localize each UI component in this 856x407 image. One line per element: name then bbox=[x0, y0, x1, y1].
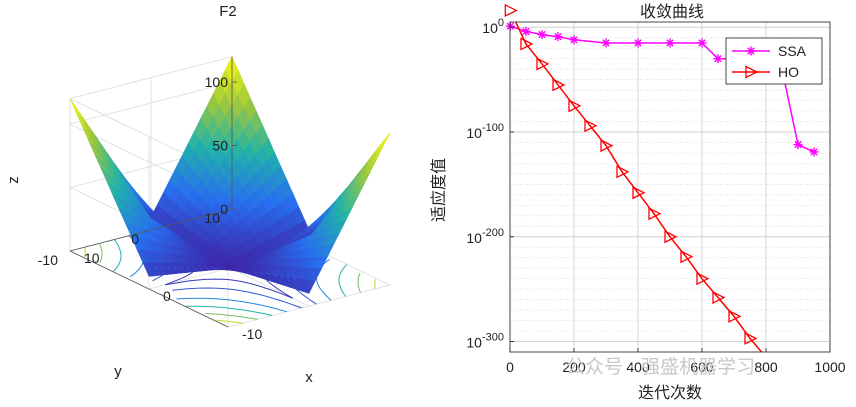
surface-plot-panel: F2 0 50 100 -10 0 10 -10 0 10 z y x bbox=[0, 0, 420, 402]
ho-point bbox=[536, 57, 550, 71]
ho-point bbox=[520, 37, 534, 51]
ho-point bbox=[680, 250, 694, 264]
ho-point bbox=[552, 78, 566, 92]
x-tick-label: 0 bbox=[163, 288, 171, 304]
convergence-grid bbox=[509, 22, 831, 352]
convergence-title: 收敛曲线 bbox=[640, 3, 704, 21]
ho-point bbox=[712, 290, 726, 305]
x-tick-label: 200 bbox=[562, 359, 586, 375]
x-tick-label: 600 bbox=[690, 359, 714, 375]
x-tick-label: 0 bbox=[506, 359, 514, 375]
ssa-point bbox=[793, 140, 803, 150]
ssa-point bbox=[746, 46, 756, 56]
z-tick-label: 50 bbox=[212, 138, 228, 154]
ho-point bbox=[648, 207, 662, 221]
ho-point bbox=[728, 309, 742, 323]
ssa-point bbox=[521, 26, 531, 36]
ho-point bbox=[664, 230, 678, 244]
convergence-panel: 收敛曲线 0 200 400 600 800 1000 100 10-100 10-200 10-… bbox=[420, 0, 856, 402]
legend-entry-ssa: SSA bbox=[732, 43, 807, 59]
x-tick-label: -10 bbox=[242, 326, 262, 342]
y-tick-label: 10-100 bbox=[466, 122, 504, 141]
y-tick-label: 10-200 bbox=[466, 227, 504, 246]
ssa-point bbox=[537, 30, 547, 40]
ho-point bbox=[745, 65, 759, 79]
ho-point bbox=[632, 186, 646, 200]
ssa-point bbox=[697, 38, 707, 48]
watermark-text: 公众号 · 强盛机器学习 bbox=[566, 356, 756, 378]
ho-point bbox=[696, 272, 710, 286]
watermark: 公众号 · 强盛机器学习 bbox=[566, 352, 755, 379]
surface-x-label: x bbox=[305, 369, 313, 386]
convergence-x-label: 迭代次数 bbox=[638, 384, 702, 402]
x-tick-label: 400 bbox=[626, 359, 650, 375]
convergence-y-label: 适应度值 bbox=[429, 158, 448, 222]
y-tick-label: 0 bbox=[131, 231, 139, 247]
legend-entry-ho: HO bbox=[732, 64, 799, 80]
ssa-point bbox=[633, 38, 643, 48]
ho-point bbox=[584, 119, 598, 133]
legend-label: SSA bbox=[778, 43, 807, 59]
z-tick-label: 0 bbox=[220, 201, 228, 217]
ssa-point bbox=[569, 35, 579, 45]
convergence-plot: 收敛曲线 0 200 400 600 800 1000 100 10-100 10-200 10-… bbox=[429, 3, 846, 402]
x-tick-label: 1000 bbox=[814, 359, 845, 375]
ho-point bbox=[616, 165, 630, 179]
series-ho bbox=[504, 3, 763, 352]
ssa-point bbox=[713, 54, 723, 64]
y-tick-label: -10 bbox=[38, 252, 58, 268]
y-tick-label: 100 bbox=[482, 17, 504, 36]
ssa-point bbox=[601, 38, 611, 48]
surface-y-label: y bbox=[114, 363, 122, 380]
ho-point bbox=[568, 99, 582, 113]
ssa-point bbox=[553, 32, 563, 42]
ssa-point bbox=[665, 38, 675, 48]
x-tick-label: 10 bbox=[84, 250, 100, 266]
ho-point bbox=[600, 139, 614, 153]
y-tick-label: 10-300 bbox=[466, 332, 504, 351]
y-tick-label: 10 bbox=[204, 210, 220, 226]
z-tick-label: 100 bbox=[205, 74, 229, 90]
legend-label: HO bbox=[778, 64, 799, 80]
surface-z-label: z bbox=[5, 176, 22, 184]
ho-point bbox=[744, 331, 758, 345]
surface-mesh bbox=[69, 55, 391, 294]
convergence-legend: SSA HO bbox=[725, 37, 823, 85]
x-tick-label: 800 bbox=[754, 359, 778, 375]
convergence-axes: 0 200 400 600 800 1000 100 10-100 10-200 10-300 bbox=[466, 17, 845, 375]
surface-title: F2 bbox=[219, 3, 237, 20]
ssa-point bbox=[809, 147, 819, 157]
ho-point bbox=[504, 3, 518, 18]
